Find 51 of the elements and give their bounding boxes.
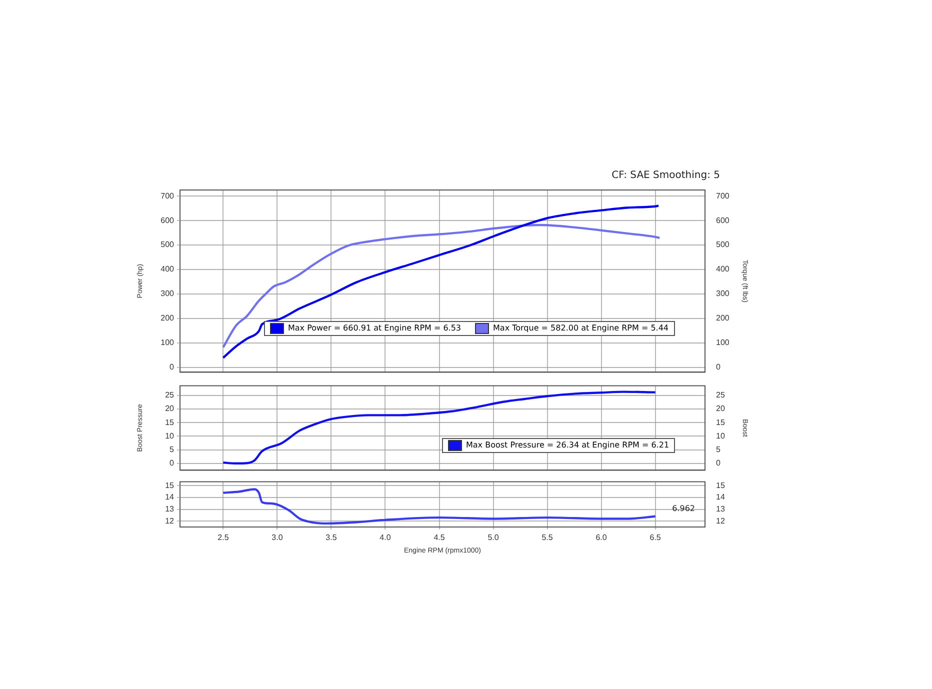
y2-tick-label: 100: [716, 338, 730, 348]
y2-tick-label: 600: [716, 216, 730, 225]
y-tick-label: 700: [160, 191, 175, 200]
x-tick-label: 5.0: [488, 533, 500, 542]
x-tick-label: 5.5: [542, 533, 554, 542]
y2-tick-label: 0: [716, 362, 721, 372]
x-tick-label: 3.0: [272, 533, 284, 542]
y-tick-label: 400: [160, 264, 175, 274]
y-tick-label: 0: [170, 458, 175, 468]
y-tick-label: 600: [160, 216, 175, 225]
x-tick-label: 3.5: [326, 533, 338, 542]
y-tick-label: 20: [165, 404, 175, 414]
y-tick-label: 300: [160, 289, 175, 298]
y-tick-label: 5: [170, 444, 175, 454]
y2-tick-label: 25: [716, 390, 726, 400]
y-tick-label: 100: [160, 338, 175, 348]
y2-tick-label: 700: [716, 191, 730, 200]
y2-tick-label: 400: [716, 264, 730, 274]
y2-tick-label: 5: [716, 444, 721, 454]
line-series: [222, 488, 656, 525]
y2-tick-label: 0: [716, 458, 721, 468]
annotation: 6.962: [672, 504, 695, 513]
x-tick-label: 4.0: [380, 533, 392, 542]
y2-tick-label: 20: [716, 404, 726, 414]
y-tick-label: 15: [165, 418, 175, 427]
legend-label: Max Power = 660.91 at Engine RPM = 6.53: [287, 322, 462, 334]
x-tick-label: 6.0: [596, 533, 608, 542]
y-tick-label: 25: [165, 390, 175, 400]
y2-tick-label: 15: [716, 480, 726, 490]
y-tick-label: 0: [170, 362, 175, 372]
y-tick-label: 500: [160, 240, 175, 250]
y-tick-label: 10: [165, 431, 175, 440]
y-tick-label: 200: [160, 314, 175, 323]
y2-tick-label: 14: [716, 492, 726, 502]
x-tick-label: 6.5: [650, 533, 662, 542]
y-tick-label: 12: [165, 516, 175, 526]
y-tick-label: 14: [165, 492, 175, 502]
y2-tick-label: 300: [716, 289, 730, 298]
text: CF: SAE Smoothing: 5: [612, 170, 720, 181]
y-tick-label: 15: [165, 480, 175, 490]
y2-tick-label: 500: [716, 240, 730, 250]
x-tick-label: 2.5: [218, 533, 230, 542]
y2-tick-label: 15: [716, 418, 726, 427]
y2-tick-label: 200: [716, 314, 730, 323]
legend-label: Max Boost Pressure = 26.34 at Engine RPM = 6.21: [465, 440, 670, 452]
y2-tick-label: 13: [716, 504, 726, 514]
y-tick-label: 13: [165, 504, 175, 514]
y2-tick-label: 10: [716, 431, 726, 440]
y2-tick-label: 12: [716, 516, 726, 526]
x-tick-label: 4.5: [434, 533, 446, 542]
legend-label: Max Torque = 582.00 at Engine RPM = 5.44: [492, 322, 669, 334]
